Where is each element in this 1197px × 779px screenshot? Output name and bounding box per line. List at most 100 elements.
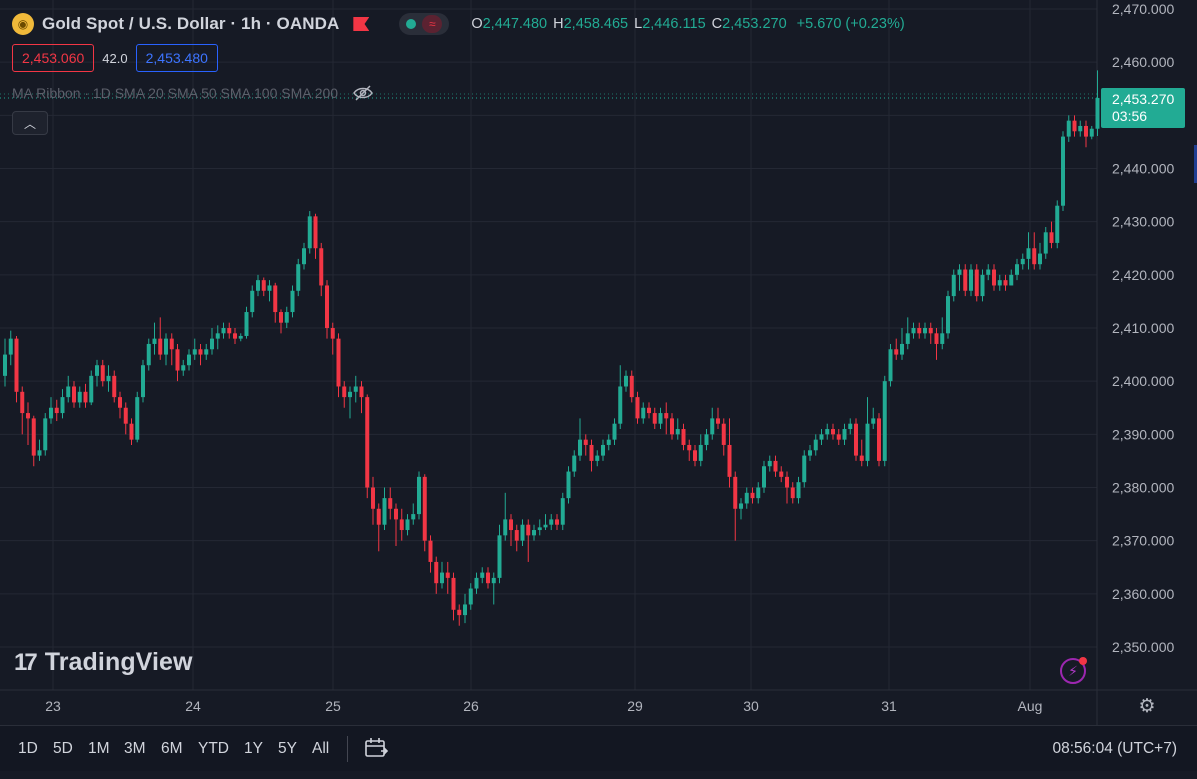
candle-up (382, 487, 387, 531)
candle-up (1038, 242, 1042, 270)
candle-up (440, 561, 444, 589)
candle-up (1020, 253, 1025, 270)
candle-up (77, 386, 82, 408)
range-5y-button[interactable]: 5Y (278, 740, 297, 757)
range-6m-button[interactable]: 6M (161, 740, 183, 757)
settings-gear-icon[interactable]: ⚙ (1138, 695, 1156, 717)
candle-up (210, 328, 214, 355)
candle-up (1055, 200, 1060, 249)
candle-body (336, 338, 341, 387)
candle-down (279, 309, 283, 334)
candle-body (192, 349, 197, 355)
candle-up (537, 519, 542, 536)
candle-body (284, 312, 289, 323)
candle-body (371, 487, 375, 509)
candle-body (911, 328, 916, 334)
x-tick-label: 24 (185, 698, 201, 714)
range-ytd-button[interactable]: YTD (198, 740, 229, 757)
candle-body (957, 269, 962, 275)
range-1m-button[interactable]: 1M (88, 740, 110, 757)
candle-body (946, 296, 950, 334)
sell-price-button[interactable]: 2,453.060 (12, 44, 95, 72)
candle-down (1084, 120, 1088, 148)
candle-down (629, 370, 634, 403)
candle-body (440, 572, 444, 584)
candle-body (848, 423, 853, 430)
candle-body (187, 354, 191, 366)
range-1d-button[interactable]: 1D (18, 740, 38, 757)
x-tick-label: 29 (627, 698, 643, 714)
candle-body (135, 397, 140, 440)
candle-body (422, 476, 427, 541)
candle-down (721, 418, 726, 456)
indicator-legend[interactable]: MA Ribbon · 1D SMA 20 SMA 50 SMA 100 SMA… (12, 85, 374, 101)
range-5d-button[interactable]: 5D (53, 740, 73, 757)
candle-up (969, 264, 973, 297)
candle-body (37, 450, 42, 456)
candle-body (836, 434, 841, 440)
candle-down (72, 381, 76, 408)
candle-down (773, 455, 778, 477)
candle-body (66, 386, 71, 398)
ohlc-open-key: O (471, 16, 483, 32)
candle-down (514, 524, 519, 552)
candle-body (54, 407, 59, 414)
candle-down (894, 338, 899, 360)
candle-body (762, 466, 766, 488)
symbol-title[interactable]: Gold Spot / U.S. Dollar · 1h · OANDA (42, 14, 340, 33)
candle-body (302, 248, 306, 265)
ohlc-low-value: 2,446.115 (642, 16, 706, 32)
range-3m-button[interactable]: 3M (124, 740, 146, 757)
flag-icon[interactable] (353, 17, 370, 31)
ohlc-high-key: H (553, 16, 564, 32)
right-panel-handle[interactable] (1194, 145, 1197, 183)
candle-up (37, 439, 42, 461)
range-1y-button[interactable]: 1Y (244, 740, 263, 757)
candle-down (917, 322, 922, 339)
candle-up (152, 322, 157, 355)
candle-body (14, 338, 19, 392)
candle-body (468, 588, 473, 605)
candle-body (273, 285, 278, 313)
candle-up (204, 343, 209, 360)
range-all-button[interactable]: All (312, 740, 330, 757)
candle-body (1078, 125, 1083, 132)
candle-down (687, 439, 692, 461)
candle-body (549, 519, 554, 525)
candle-up (256, 274, 260, 297)
market-status-pill[interactable]: ≈ (399, 13, 450, 35)
y-tick-label: 2,400.000 (1112, 373, 1174, 389)
calendar-range-icon[interactable] (363, 736, 389, 760)
candle-up (1015, 258, 1019, 281)
candle-body (365, 397, 370, 488)
gold-coin-icon[interactable]: ◉ (12, 13, 34, 35)
collapse-legend-button[interactable]: ︿ (12, 111, 48, 135)
candle-up (164, 333, 168, 366)
ohlc-low-key: L (634, 16, 643, 32)
y-tick-label: 2,380.000 (1112, 480, 1174, 496)
candle-body (652, 413, 657, 424)
candle-body (790, 487, 795, 499)
tradingview-logo[interactable]: 17 TradingView (14, 648, 193, 677)
eye-off-icon[interactable] (352, 85, 374, 101)
candle-up (796, 476, 801, 504)
candle-down (434, 556, 439, 594)
candle-body (89, 375, 94, 403)
candle-body (49, 407, 53, 419)
candle-body (106, 375, 111, 382)
indicator-label[interactable]: MA Ribbon · 1D SMA 20 SMA 50 SMA 100 SMA… (12, 85, 339, 101)
chevron-up-icon: ︿ (23, 116, 36, 131)
candle-up (532, 524, 536, 541)
candle-body (917, 328, 922, 334)
clock-timezone[interactable]: 08:56:04 (UTC+7) (1052, 740, 1178, 757)
candle-body (825, 429, 830, 435)
lightning-icon[interactable]: ⚡ (1060, 658, 1086, 684)
buy-price-button[interactable]: 2,453.480 (135, 44, 218, 72)
candle-up (95, 359, 99, 387)
candle-body (434, 561, 439, 584)
candle-up (146, 338, 151, 371)
candle-body (1015, 264, 1019, 275)
y-tick-label: 2,350.000 (1112, 639, 1174, 655)
candle-up (543, 514, 548, 531)
